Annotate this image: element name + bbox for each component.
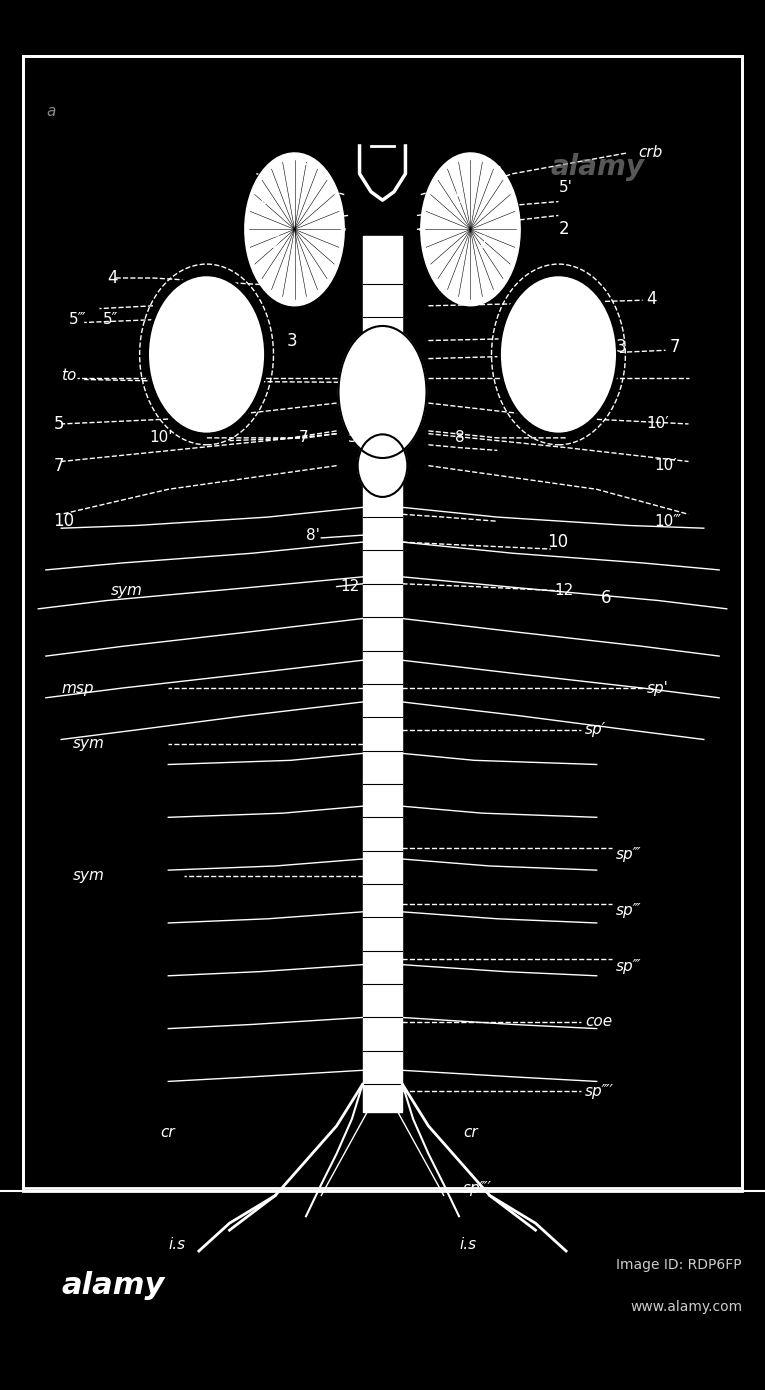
Text: sp‴′: sp‴′ — [463, 1182, 492, 1195]
Text: oc: oc — [164, 332, 184, 349]
Text: 10: 10 — [54, 513, 75, 530]
Bar — [23, 56, 742, 1188]
Ellipse shape — [147, 275, 266, 434]
Text: cr: cr — [161, 1126, 175, 1140]
Text: i.s: i.s — [168, 1237, 185, 1251]
Text: to: to — [61, 368, 76, 382]
Text: a: a — [46, 104, 55, 118]
Text: alamy: alamy — [61, 1272, 164, 1300]
Text: sp′: sp′ — [585, 723, 607, 737]
Text: sp‴: sp‴ — [616, 959, 641, 973]
Text: sym: sym — [111, 584, 143, 598]
Polygon shape — [421, 153, 520, 306]
Text: 1: 1 — [302, 163, 313, 179]
Text: 10‴: 10‴ — [654, 514, 681, 528]
Text: crb: crb — [639, 146, 663, 160]
Text: 5″: 5″ — [103, 313, 119, 327]
Text: 12: 12 — [340, 580, 360, 594]
Text: 10′: 10′ — [654, 459, 677, 473]
Text: 2: 2 — [272, 235, 282, 252]
Text: sp‴′: sp‴′ — [585, 1084, 614, 1098]
Text: 4: 4 — [646, 291, 657, 307]
Text: 8': 8' — [306, 528, 320, 542]
Text: 10': 10' — [149, 431, 173, 445]
Text: 4: 4 — [107, 270, 118, 286]
Text: Image ID: RDP6FP: Image ID: RDP6FP — [617, 1258, 742, 1272]
Text: sp': sp' — [646, 681, 669, 695]
Text: 6: 6 — [601, 589, 611, 606]
Text: alamy: alamy — [551, 153, 645, 181]
Text: oc: oc — [516, 332, 535, 349]
Text: 7: 7 — [54, 457, 64, 474]
Text: 10: 10 — [547, 534, 568, 550]
Text: 8: 8 — [455, 431, 465, 445]
Text: 5': 5' — [455, 192, 469, 206]
Text: 1: 1 — [256, 190, 267, 207]
Text: 5': 5' — [558, 181, 572, 195]
Text: 3: 3 — [287, 332, 298, 349]
Text: i.s: i.s — [459, 1237, 476, 1251]
Text: sym: sym — [73, 737, 105, 751]
Text: coe: coe — [585, 1015, 612, 1029]
Text: 2: 2 — [558, 221, 569, 238]
Polygon shape — [245, 153, 344, 306]
Text: sp‴: sp‴ — [616, 848, 641, 862]
Text: 12: 12 — [555, 584, 574, 598]
Text: 3: 3 — [616, 339, 627, 356]
Text: 10′: 10′ — [646, 417, 669, 431]
Ellipse shape — [338, 325, 427, 459]
Text: msp: msp — [61, 681, 93, 695]
Text: 5': 5' — [348, 431, 362, 445]
Text: 5: 5 — [54, 416, 64, 432]
Text: www.alamy.com: www.alamy.com — [630, 1300, 742, 1314]
Text: 5‴: 5‴ — [69, 313, 86, 327]
Ellipse shape — [499, 275, 617, 434]
Ellipse shape — [373, 416, 392, 441]
Text: sp‴: sp‴ — [616, 904, 641, 917]
Text: cr: cr — [463, 1126, 477, 1140]
Text: 1: 1 — [493, 165, 504, 182]
Text: 7: 7 — [298, 431, 308, 445]
Text: 2: 2 — [478, 235, 489, 252]
Text: sym: sym — [73, 869, 105, 883]
Text: 7: 7 — [669, 339, 680, 356]
Bar — [23, 56, 742, 1191]
Ellipse shape — [357, 434, 407, 498]
